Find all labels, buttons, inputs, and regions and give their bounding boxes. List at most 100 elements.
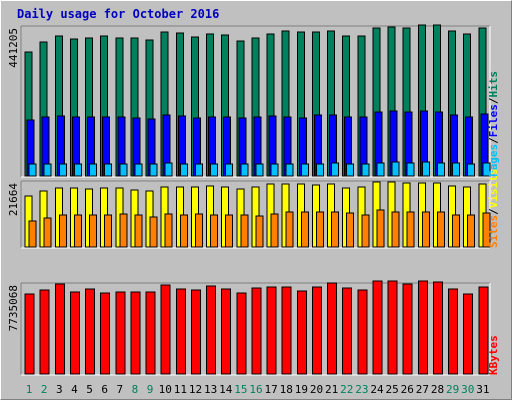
bar-pages-day-30 xyxy=(467,163,476,177)
x-tick-label-day-8: 8 xyxy=(132,383,139,396)
bar-sites-day-4 xyxy=(73,214,82,248)
bar-sites-day-29 xyxy=(452,214,461,248)
x-tick-label-day-15: 15 xyxy=(234,383,247,396)
x-tick-label-day-20: 20 xyxy=(310,383,323,396)
bar-kbytes-day-11 xyxy=(175,288,186,375)
legend-sites: Sites xyxy=(487,215,500,248)
bar-sites-day-9 xyxy=(149,216,158,248)
bar-kbytes-day-26 xyxy=(402,283,413,375)
x-tick-label-day-2: 2 xyxy=(41,383,48,396)
x-tick-label-day-27: 27 xyxy=(416,383,429,396)
bar-sites-day-20 xyxy=(315,211,324,248)
bar-pages-day-31 xyxy=(482,162,491,177)
bar-kbytes-day-30 xyxy=(463,293,474,375)
panel-3-ymax-label: 7735068 xyxy=(7,285,20,331)
bar-kbytes-day-6 xyxy=(100,292,111,375)
bar-sites-day-27 xyxy=(421,211,430,248)
x-tick-label-day-29: 29 xyxy=(446,383,459,396)
legend-hits: Hits xyxy=(487,71,500,98)
bar-sites-day-28 xyxy=(436,211,445,248)
bar-sites-day-2 xyxy=(43,217,52,248)
bar-kbytes-day-17 xyxy=(266,286,277,375)
bar-kbytes-day-27 xyxy=(417,280,428,375)
x-tick-label-day-3: 3 xyxy=(56,383,63,396)
legend-separator: / xyxy=(487,137,500,144)
x-tick-label-day-24: 24 xyxy=(370,383,384,396)
x-tick-label-day-4: 4 xyxy=(71,383,78,396)
bar-pages-day-11 xyxy=(179,163,188,177)
bar-pages-day-15 xyxy=(240,163,249,177)
bar-sites-day-3 xyxy=(58,214,67,248)
bar-sites-day-21 xyxy=(331,211,340,248)
bar-pages-day-28 xyxy=(436,162,445,177)
bar-pages-day-29 xyxy=(452,162,461,177)
x-tick-label-day-17: 17 xyxy=(265,383,278,396)
x-tick-label-day-23: 23 xyxy=(355,383,368,396)
x-tick-label-day-31: 31 xyxy=(476,383,489,396)
bar-kbytes-day-21 xyxy=(327,282,338,375)
bar-kbytes-day-2 xyxy=(39,289,50,375)
bar-sites-day-8 xyxy=(134,214,143,248)
bar-pages-day-14 xyxy=(225,163,234,177)
bar-sites-day-11 xyxy=(179,214,188,248)
bar-kbytes-day-15 xyxy=(236,292,247,375)
panel-3-legend: KBytes xyxy=(487,335,500,375)
x-tick-label-day-30: 30 xyxy=(461,383,474,396)
bar-pages-day-4 xyxy=(73,163,82,177)
bar-pages-day-18 xyxy=(285,163,294,177)
x-tick-label-day-18: 18 xyxy=(280,383,293,396)
bar-kbytes-day-29 xyxy=(448,288,459,375)
bar-sites-day-18 xyxy=(285,211,294,248)
legend-visits: Visits xyxy=(487,169,500,209)
x-tick-label-day-13: 13 xyxy=(204,383,217,396)
bar-kbytes-day-8 xyxy=(130,291,141,375)
bar-kbytes-day-28 xyxy=(432,281,443,375)
legend-pages: Pages xyxy=(487,144,500,177)
x-tick-label-day-28: 28 xyxy=(431,383,444,396)
bar-pages-day-1 xyxy=(28,163,37,177)
panel-2-legend: Sites/Visits xyxy=(487,169,500,249)
bar-pages-day-2 xyxy=(43,163,52,177)
panel-2-ymax-label: 21664 xyxy=(7,183,20,216)
bar-kbytes-day-7 xyxy=(115,291,126,375)
bar-pages-day-25 xyxy=(391,161,400,177)
x-tick-label-day-26: 26 xyxy=(401,383,414,396)
bar-sites-day-15 xyxy=(240,214,249,248)
bar-sites-day-14 xyxy=(225,214,234,248)
bar-kbytes-day-31 xyxy=(478,286,489,375)
bar-pages-day-3 xyxy=(58,163,67,177)
bar-pages-day-16 xyxy=(255,163,264,177)
bar-kbytes-day-10 xyxy=(160,284,171,375)
bar-pages-day-26 xyxy=(406,162,415,177)
bar-pages-day-5 xyxy=(89,163,98,177)
bar-pages-day-19 xyxy=(300,163,309,177)
bar-pages-day-13 xyxy=(210,163,219,177)
x-tick-label-day-16: 16 xyxy=(249,383,262,396)
bar-pages-day-27 xyxy=(421,161,430,177)
bar-sites-day-6 xyxy=(104,214,113,248)
bar-sites-day-1 xyxy=(28,220,37,248)
bar-sites-day-12 xyxy=(194,213,203,248)
bar-pages-day-6 xyxy=(104,163,113,177)
legend-kbytes: KBytes xyxy=(487,335,500,375)
bar-sites-day-17 xyxy=(270,213,279,248)
x-tick-label-day-14: 14 xyxy=(219,383,233,396)
bar-pages-day-24 xyxy=(376,162,385,177)
x-tick-label-day-5: 5 xyxy=(86,383,93,396)
bar-kbytes-day-14 xyxy=(221,288,232,375)
bar-kbytes-day-20 xyxy=(311,286,322,375)
bar-sites-day-19 xyxy=(300,211,309,248)
bar-pages-day-8 xyxy=(134,163,143,177)
bar-kbytes-day-19 xyxy=(296,290,307,375)
bar-kbytes-day-12 xyxy=(190,289,201,375)
bar-pages-day-7 xyxy=(119,163,128,177)
chart-title: Daily usage for October 2016 xyxy=(17,7,220,21)
bar-kbytes-day-24 xyxy=(372,280,383,375)
x-tick-label-day-12: 12 xyxy=(189,383,202,396)
bar-kbytes-day-9 xyxy=(145,291,156,375)
bar-kbytes-day-23 xyxy=(357,289,368,375)
x-tick-label-day-22: 22 xyxy=(340,383,353,396)
bar-sites-day-23 xyxy=(361,214,370,248)
bar-pages-day-17 xyxy=(270,163,279,177)
